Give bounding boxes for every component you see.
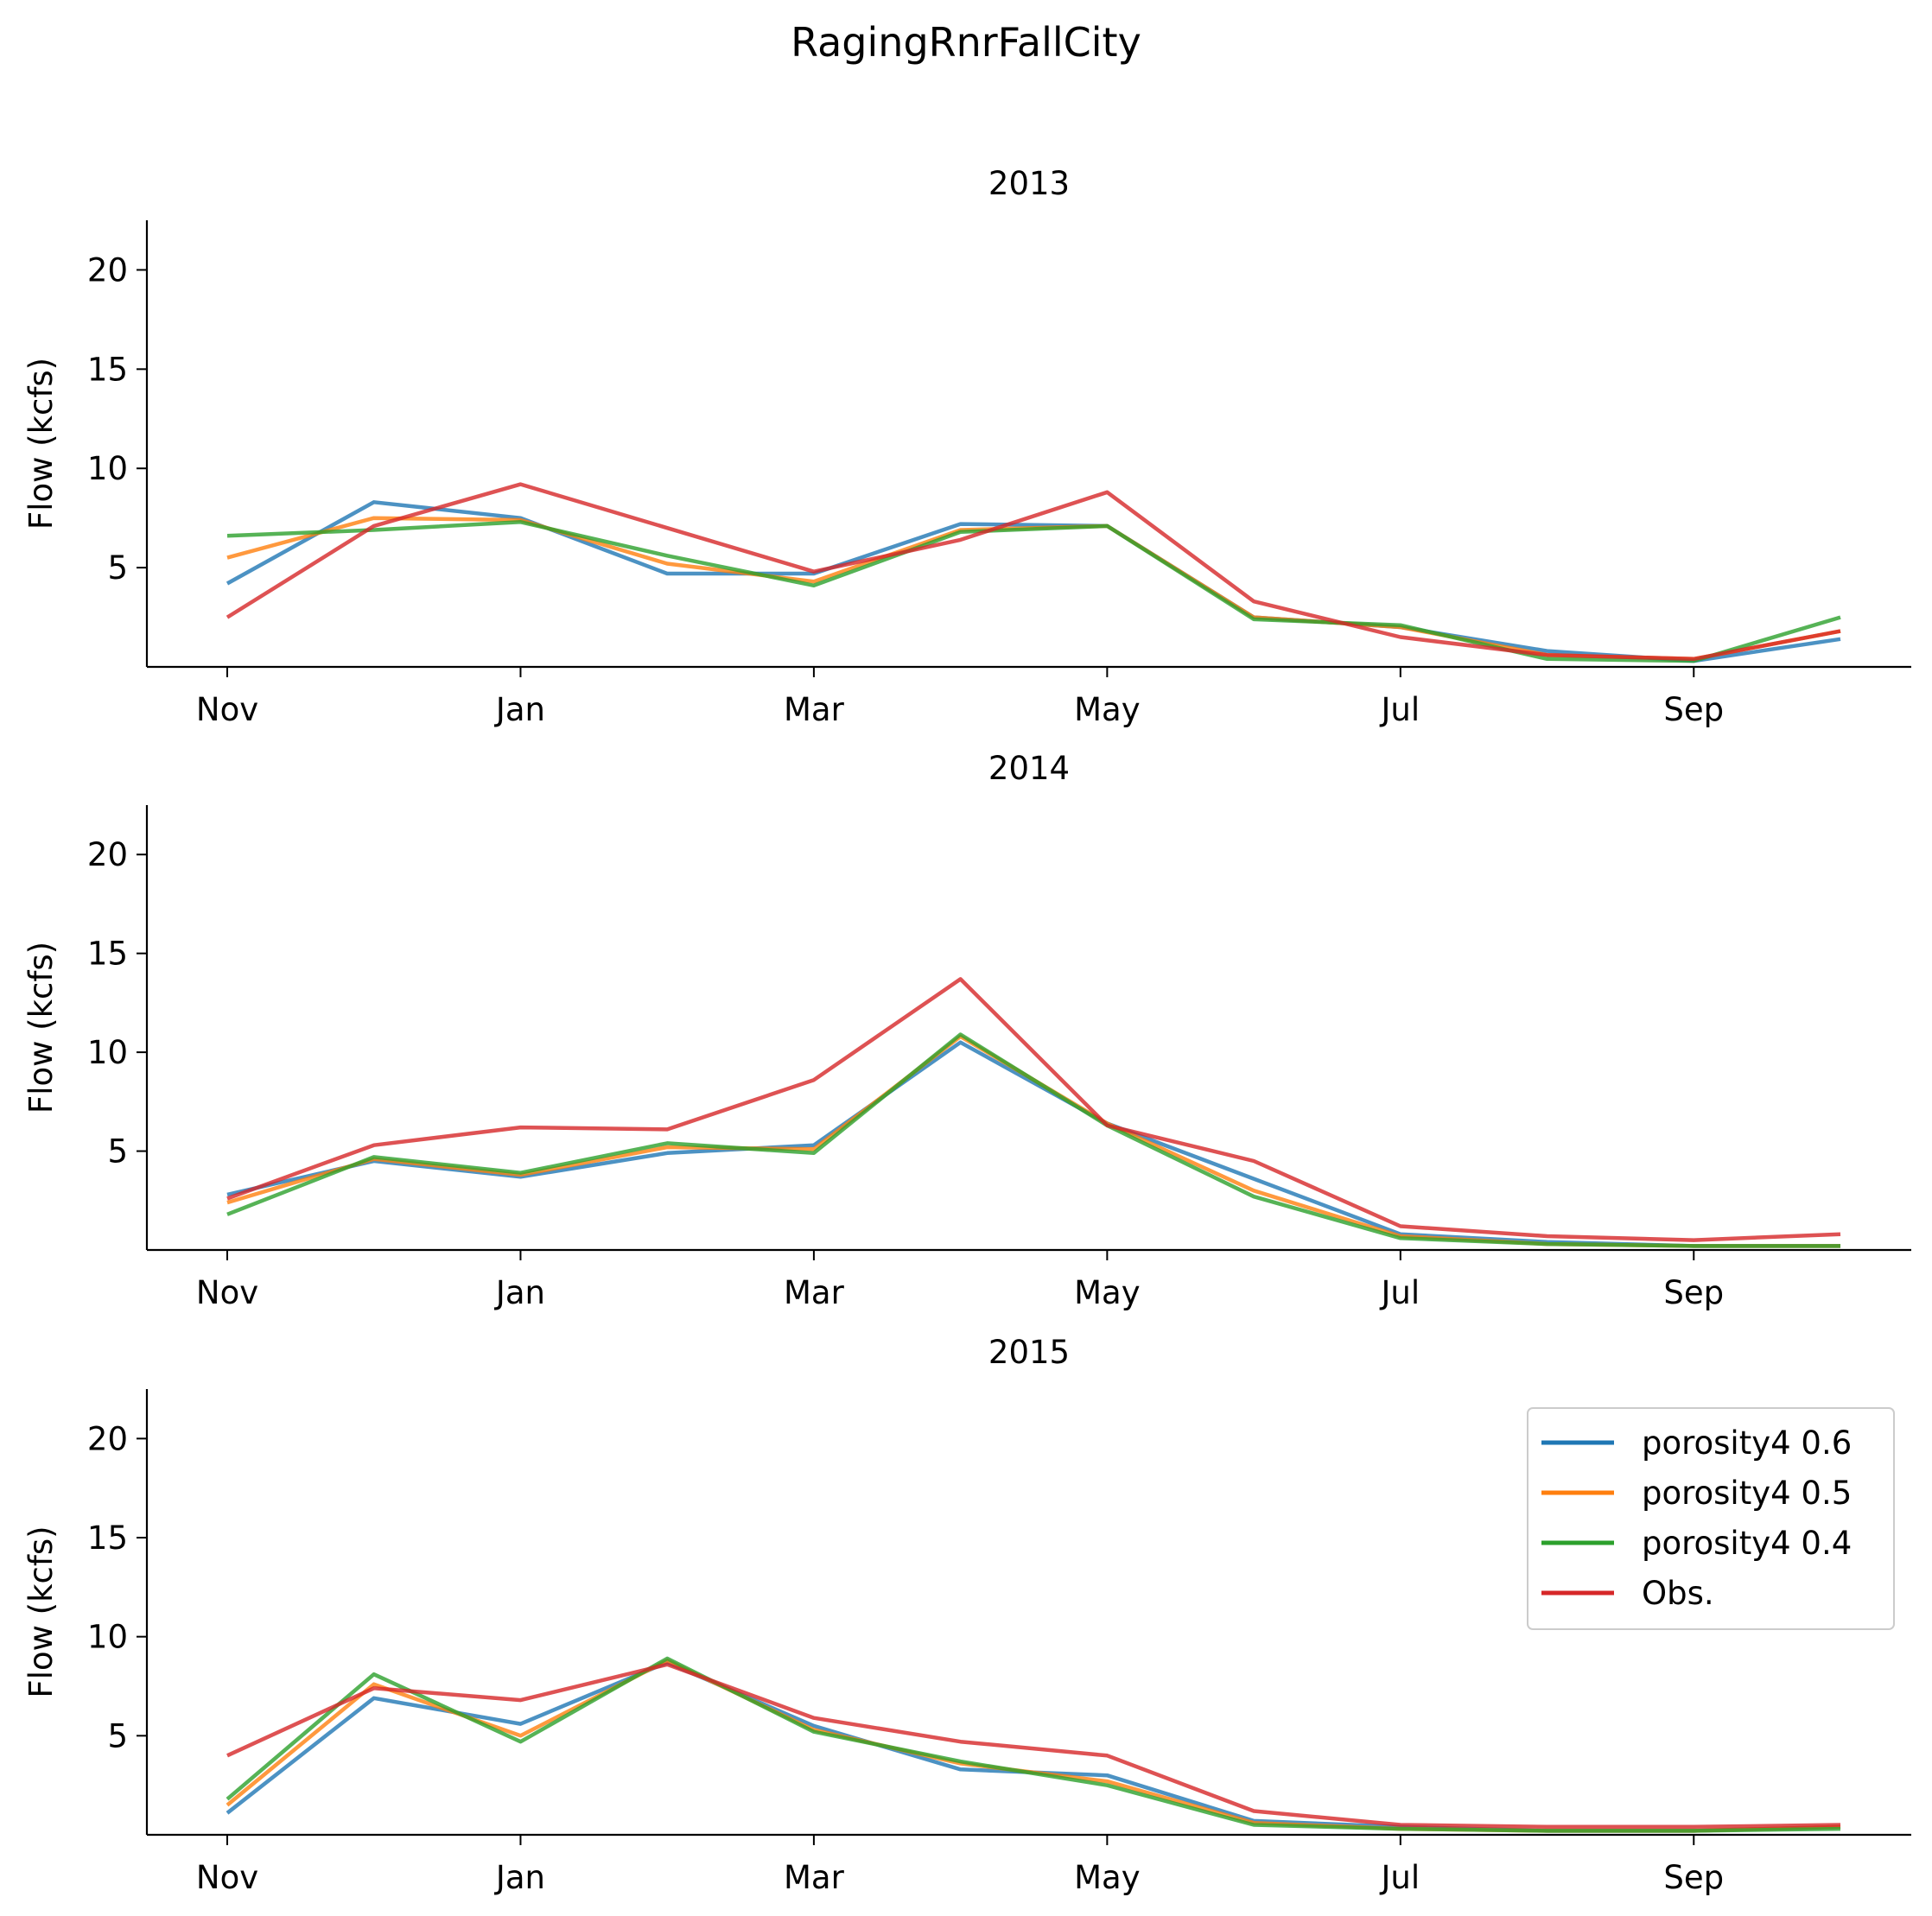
x-tick-label: Sep — [1663, 1274, 1724, 1311]
series-line-obs- — [226, 1662, 1841, 1830]
x-tick-label: Jul — [1379, 691, 1420, 728]
x-tick-label: May — [1074, 1274, 1141, 1311]
subplot-2013: 2013 5 10 15 20 Nov Jan Mar May Jul Sep Flow (kcfs) — [22, 165, 1911, 728]
y-tick-label: 10 — [87, 450, 128, 487]
y-tick-label: 20 — [87, 251, 128, 289]
x-tick-label: Mar — [784, 1859, 845, 1896]
legend-label: porosity4 0.6 — [1642, 1424, 1852, 1462]
y-tick-label: 15 — [87, 351, 128, 388]
y-tick-label: 15 — [87, 1519, 128, 1557]
subplot-title: 2014 — [988, 750, 1070, 787]
subplot-2014: 2014 5 10 15 20 Nov Jan Mar May Jul Sep Flow (kcfs) — [22, 750, 1911, 1311]
x-tick-label: Jul — [1379, 1274, 1420, 1311]
y-axis-label: Flow (kcfs) — [22, 942, 60, 1113]
legend-frame — [1527, 1407, 1895, 1630]
series-line-porosity4-0-6 — [226, 1040, 1840, 1248]
subplot-title: 2015 — [988, 1334, 1070, 1371]
x-tick-label: Nov — [196, 1274, 258, 1311]
series-line-porosity4-0-4 — [226, 1656, 1841, 1833]
x-tick-label: Jul — [1379, 1859, 1420, 1896]
series-line-porosity4-0-4 — [226, 520, 1841, 663]
x-tick-label: May — [1074, 1859, 1141, 1896]
series-line-porosity4-0-6 — [226, 1660, 1841, 1833]
series-line-porosity4-0-6 — [226, 500, 1841, 663]
series-line-porosity4-0-5 — [226, 516, 1841, 662]
legend: porosity4 0.6 porosity4 0.5 porosity4 0.4 O… — [1527, 1407, 1895, 1630]
series-line-porosity4-0-4 — [226, 1032, 1840, 1248]
legend-label: Obs. — [1642, 1575, 1714, 1612]
x-tick-label: Nov — [196, 691, 258, 728]
y-tick-label: 5 — [107, 549, 128, 587]
series-line-porosity4-0-5 — [226, 1658, 1841, 1833]
series-line-porosity4-0-5 — [226, 1034, 1840, 1248]
x-tick-label: Jan — [494, 691, 545, 728]
y-tick-label: 10 — [87, 1619, 128, 1656]
y-tick-label: 20 — [87, 836, 128, 873]
legend-label: porosity4 0.4 — [1642, 1525, 1852, 1562]
x-tick-label: Sep — [1663, 1859, 1724, 1896]
y-tick-label: 5 — [107, 1133, 128, 1171]
x-tick-label: Sep — [1663, 691, 1724, 728]
y-tick-label: 10 — [87, 1034, 128, 1071]
x-tick-label: May — [1074, 691, 1141, 728]
subplot-title: 2013 — [988, 165, 1070, 202]
y-tick-label: 5 — [107, 1717, 128, 1754]
figure-title: RagingRnrFallCity — [791, 19, 1141, 66]
series-line-obs- — [226, 482, 1841, 662]
subplot-2015: 2015 5 10 15 20 Nov Jan Mar May Jul Sep Flow (kcfs)… — [22, 1334, 1911, 1896]
x-tick-label: Jan — [494, 1274, 545, 1311]
legend-label: porosity4 0.5 — [1642, 1475, 1852, 1512]
y-axis-label: Flow (kcfs) — [22, 358, 60, 530]
x-tick-label: Jan — [494, 1859, 545, 1896]
y-tick-label: 15 — [87, 936, 128, 973]
y-axis-label: Flow (kcfs) — [22, 1526, 60, 1697]
x-tick-label: Mar — [784, 1274, 845, 1311]
x-tick-label: Mar — [784, 691, 845, 728]
series-line-obs- — [226, 977, 1841, 1242]
x-tick-label: Nov — [196, 1859, 258, 1896]
y-tick-label: 20 — [87, 1420, 128, 1457]
